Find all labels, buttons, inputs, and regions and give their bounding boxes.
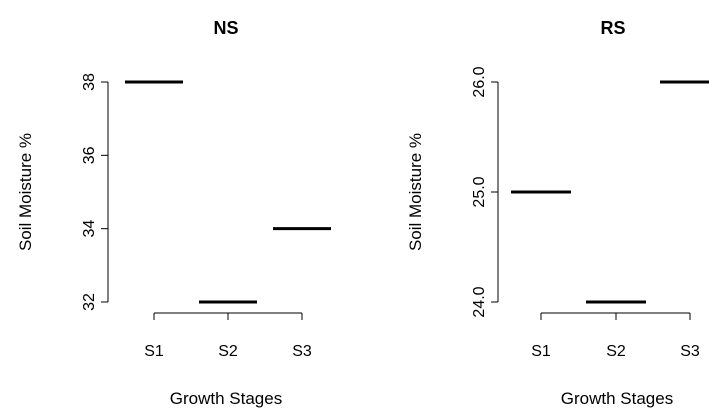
x-tick-label: S3 bbox=[680, 343, 700, 360]
y-tick-label: 32 bbox=[81, 293, 98, 311]
x-axis-label: Growth Stages bbox=[561, 389, 673, 408]
panel-rs: RS Growth Stages Soil Moisture % 24.0 25.… bbox=[406, 18, 709, 408]
x-tick-label: S2 bbox=[606, 343, 626, 360]
x-axis: S1 S2 S3 bbox=[144, 312, 312, 360]
x-tick-label: S2 bbox=[218, 343, 238, 360]
y-axis: 32 34 36 38 bbox=[81, 73, 109, 311]
y-tick-label: 36 bbox=[81, 146, 98, 164]
x-axis-label: Growth Stages bbox=[170, 389, 282, 408]
panel-ns: NS Growth Stages Soil Moisture % 3234363… bbox=[16, 18, 331, 408]
x-tick-label: S1 bbox=[531, 343, 551, 360]
y-tick-label: 24.0 bbox=[471, 286, 488, 317]
y-axis-label: Soil Moisture % bbox=[16, 133, 35, 251]
x-tick-label: S3 bbox=[292, 343, 312, 360]
y-axis-label: Soil Moisture % bbox=[406, 133, 425, 251]
x-tick-label: S1 bbox=[144, 343, 164, 360]
chart-title: RS bbox=[600, 18, 625, 38]
x-axis: S1 S2 S3 bbox=[531, 312, 700, 360]
data-marks bbox=[125, 80, 331, 304]
y-tick-label: 34 bbox=[81, 220, 98, 238]
data-marks bbox=[511, 80, 709, 304]
y-tick-label: 26.0 bbox=[471, 66, 488, 97]
y-tick-label: 38 bbox=[81, 73, 98, 91]
y-axis: 24.0 25.0 26.0 bbox=[471, 66, 499, 318]
chart-title: NS bbox=[213, 18, 238, 38]
y-tick-label: 25.0 bbox=[471, 176, 488, 207]
